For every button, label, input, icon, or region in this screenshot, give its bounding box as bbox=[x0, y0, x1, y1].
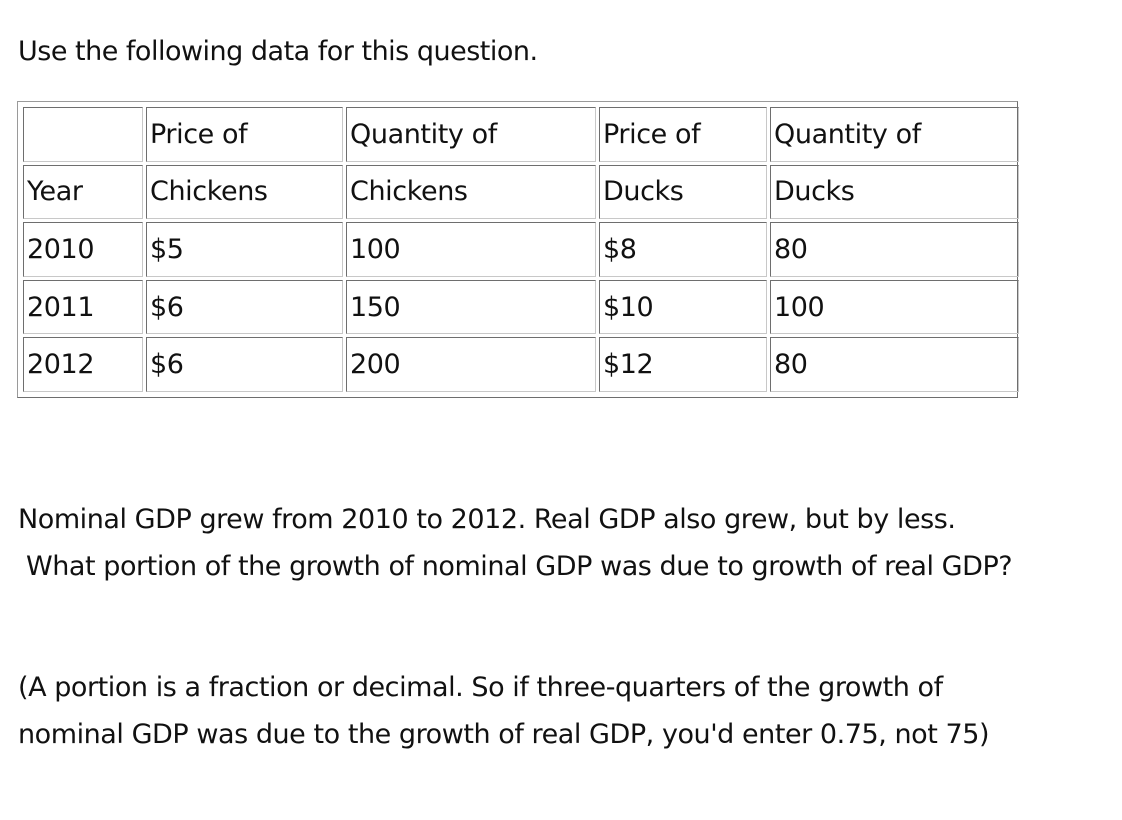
table-header-cell bbox=[23, 107, 143, 162]
table-cell-year: 2011 bbox=[23, 279, 143, 335]
table-cell: $12 bbox=[599, 337, 767, 392]
table-header-row-top: Price of Quantity of Price of Quantity o… bbox=[23, 107, 1019, 162]
table-cell: 100 bbox=[346, 222, 596, 277]
table-header-cell: Quantity of bbox=[770, 107, 1019, 162]
table-cell: 150 bbox=[346, 279, 596, 335]
question-line: What portion of the growth of nominal GD… bbox=[26, 551, 1013, 582]
table-row: 2010 $5 100 $8 80 bbox=[23, 222, 1019, 277]
table-cell-year: 2012 bbox=[23, 337, 143, 392]
data-table-frame: Price of Quantity of Price of Quantity o… bbox=[17, 101, 1019, 398]
table-header-cell: Year bbox=[23, 164, 143, 220]
note-text: (A portion is a fraction or decimal. So … bbox=[18, 664, 989, 758]
table-header-cell: Price of bbox=[146, 107, 343, 162]
table-header-cell: Price of bbox=[599, 107, 767, 162]
table-header-row-bottom: Year Chickens Chickens Ducks Ducks bbox=[23, 164, 1019, 220]
table-cell: 200 bbox=[346, 337, 596, 392]
table-cell: $5 bbox=[146, 222, 343, 277]
table-cell: $10 bbox=[599, 279, 767, 335]
table-header-cell: Chickens bbox=[146, 164, 343, 220]
note-line: nominal GDP was due to the growth of rea… bbox=[18, 719, 990, 750]
note-line: (A portion is a fraction or decimal. So … bbox=[18, 672, 943, 703]
table-header-cell: Ducks bbox=[770, 164, 1019, 220]
table-header-cell: Ducks bbox=[599, 164, 767, 220]
table-cell: 80 bbox=[770, 222, 1019, 277]
table-cell-year: 2010 bbox=[23, 222, 143, 277]
table-cell: 80 bbox=[770, 337, 1019, 392]
table-header-cell: Chickens bbox=[346, 164, 596, 220]
table-cell: 100 bbox=[770, 279, 1019, 335]
table-cell: $6 bbox=[146, 337, 343, 392]
question-line: Nominal GDP grew from 2010 to 2012. Real… bbox=[18, 504, 956, 535]
table-cell: $8 bbox=[599, 222, 767, 277]
table-row: 2011 $6 150 $10 100 bbox=[23, 279, 1019, 335]
data-table: Price of Quantity of Price of Quantity o… bbox=[20, 104, 1022, 395]
table-cell: $6 bbox=[146, 279, 343, 335]
table-row: 2012 $6 200 $12 80 bbox=[23, 337, 1019, 392]
intro-text: Use the following data for this question… bbox=[18, 36, 538, 67]
table-header-cell: Quantity of bbox=[346, 107, 596, 162]
question-text: Nominal GDP grew from 2010 to 2012. Real… bbox=[18, 496, 1013, 590]
